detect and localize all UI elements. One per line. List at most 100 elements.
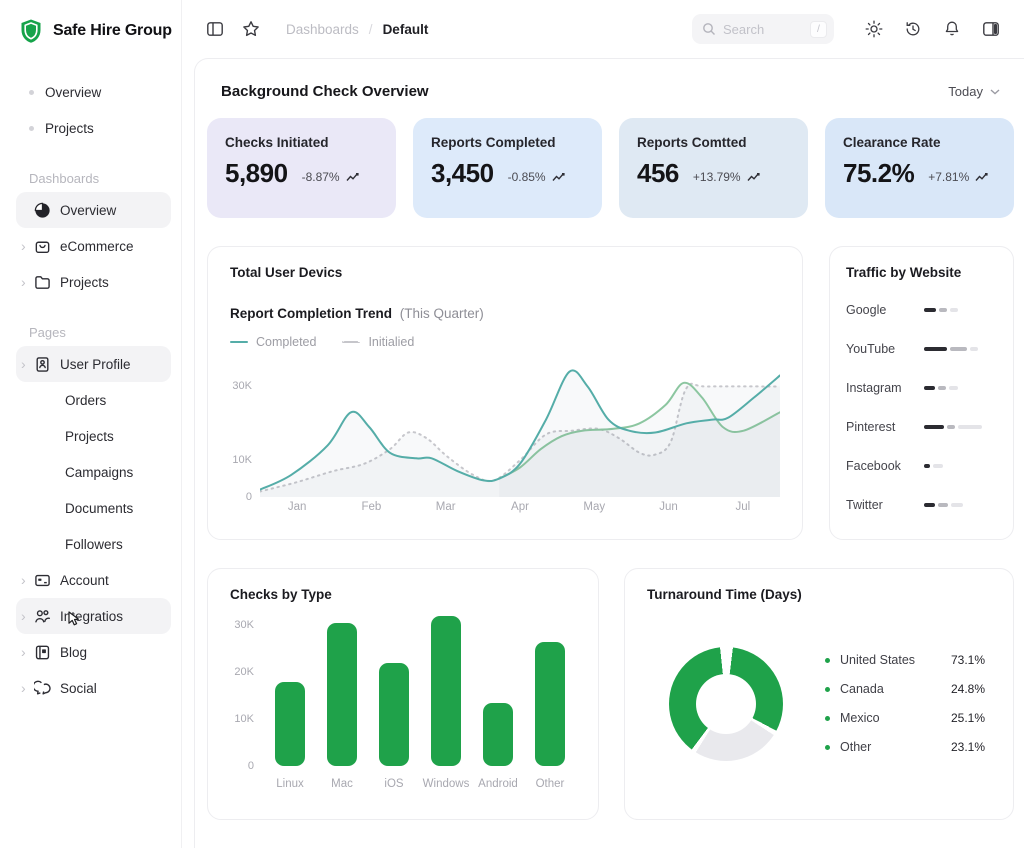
traffic-bar-segment (950, 346, 967, 351)
notifications-bell-button[interactable] (943, 20, 961, 38)
sidebar-nav: Overview Projects Dashboards Overview › eComm… (16, 74, 171, 706)
donut-legend-label: United States (840, 653, 916, 667)
shopping-bag-icon (34, 238, 51, 255)
traffic-bar-segment (949, 385, 958, 390)
trend-arrow-icon (552, 172, 565, 182)
search-box[interactable]: / (692, 14, 834, 44)
sidebar-item-account[interactable]: › Account (16, 562, 171, 598)
content-panel: Background Check Overview Today Checks I… (194, 58, 1024, 848)
chart-subtitle-row: Report Completion Trend (This Quarter) (230, 306, 780, 321)
sidebar-item-overview[interactable]: Overview (16, 192, 171, 228)
traffic-row-twitter: Twitter (846, 485, 997, 524)
theme-toggle-sun-button[interactable] (865, 20, 883, 38)
x-tick-label: Mar (435, 501, 456, 513)
legend-label: Completed (256, 335, 317, 349)
id-card-icon (34, 356, 51, 373)
breadcrumb-current: Default (382, 21, 429, 37)
sidebar-item-followers[interactable]: Followers (16, 526, 171, 562)
card-title: Total User Devics (230, 265, 343, 280)
sidebar-item-social[interactable]: › Social (16, 670, 171, 706)
legend-item-completed[interactable]: Completed (230, 335, 316, 349)
bar-windows[interactable] (431, 616, 461, 766)
line-chart-x-axis: Jan Feb Mar Apr May Jun Jul (260, 501, 780, 513)
sidebar-section-dashboards: Dashboards (29, 171, 100, 186)
bar-linux[interactable] (275, 682, 305, 766)
card-title: Checks by Type (230, 587, 332, 602)
bar-mac[interactable] (327, 623, 357, 766)
donut-legend: United States 73.1% Canada 24.8% Mexico 25.1%… (825, 646, 985, 762)
sidebar-item-overview[interactable]: Overview (16, 74, 171, 110)
traffic-bar-segment (939, 307, 947, 312)
traffic-row-google: Google (846, 290, 997, 329)
bar-column-linux: Linux (264, 616, 316, 790)
users-icon (34, 608, 51, 625)
y-tick-label: 10K (234, 713, 254, 726)
sidebar-item-label: Overview (45, 84, 102, 100)
legend-dot-icon (825, 657, 830, 663)
stat-card-delta: -0.85% (508, 170, 565, 184)
topbar: Dashboards / Default / (182, 0, 1024, 58)
legend-item-initialied[interactable]: Initialied (342, 335, 414, 349)
sidebar-item-projects[interactable]: Projects (16, 110, 171, 146)
bullet-dot-icon (29, 125, 34, 131)
bar-column-ios: iOS (368, 616, 420, 790)
stat-value-row: 456 +13.79% (637, 158, 790, 189)
search-shortcut-badge: / (810, 20, 827, 38)
sidebar-item-label: Documents (65, 500, 134, 516)
bar-ios[interactable] (379, 663, 409, 766)
sidebar-item-documents[interactable]: Documents (16, 490, 171, 526)
line-chart-title: Report Completion Trend (230, 306, 392, 321)
history-button[interactable] (904, 20, 922, 38)
donut-legend-value: 24.8% (950, 682, 985, 696)
traffic-bar-segment (924, 385, 935, 390)
sidebar-item-ecommerce[interactable]: › eCommerce (16, 228, 171, 264)
sidebar: Safe Hire Group Overview Projects Dashboar… (0, 0, 182, 848)
sidebar-item-campaigns[interactable]: Campaigns (16, 454, 171, 490)
sidebar-item-integratios[interactable]: › Integratios (16, 598, 171, 634)
search-input[interactable] (723, 21, 810, 37)
donut-legend-value: 23.1% (950, 740, 985, 754)
folder-icon (34, 274, 51, 291)
date-range-label: Today (948, 84, 983, 99)
donut-legend-label: Canada (840, 682, 884, 696)
traffic-site-label: Twitter (846, 497, 883, 512)
stats-row: Checks Initiated 5,890 -8.87% Reports Compl… (207, 118, 1014, 218)
stat-card-delta: +7.81% (928, 170, 988, 184)
sidebar-item-projects[interactable]: › Projects (16, 264, 171, 300)
traffic-bar (924, 385, 958, 390)
bar-other[interactable] (535, 642, 565, 766)
chevron-right-icon: › (21, 356, 26, 372)
right-panel-toggle-button[interactable] (982, 20, 1000, 38)
stat-value-row: 3,450 -0.85% (431, 158, 584, 189)
traffic-bar-segment (970, 346, 978, 351)
donut-legend-value: 25.1% (950, 711, 985, 725)
stat-value-row: 75.2% +7.81% (843, 158, 996, 189)
traffic-bar (924, 463, 943, 468)
x-tick-label: Other (535, 778, 565, 790)
traffic-bar-segment (933, 463, 943, 468)
sidebar-item-orders[interactable]: Orders (16, 382, 171, 418)
favorite-star-button[interactable] (242, 20, 260, 38)
sidebar-toggle-button[interactable] (206, 20, 224, 38)
section-head: Background Check Overview Today (207, 79, 1014, 100)
sidebar-item-projects[interactable]: Projects (16, 418, 171, 454)
bar-chart-y-axis: 30K 20K 10K 0 (230, 616, 264, 772)
sidebar-item-user-profile[interactable]: › User Profile (16, 346, 171, 382)
bar-chart: 30K 20K 10K 0 Linux Mac iOS Windows Android Othe… (230, 616, 576, 790)
traffic-row-facebook: Facebook (846, 446, 997, 485)
donut-legend-row-mexico: Mexico 25.1% (825, 704, 985, 733)
bar-android[interactable] (483, 703, 513, 766)
date-range-select[interactable]: Today (948, 84, 1000, 99)
breadcrumb-parent[interactable]: Dashboards (286, 21, 359, 37)
stat-card-delta: -8.87% (302, 170, 359, 184)
stat-card-value: 75.2% (843, 158, 915, 188)
stat-card-checks-initiated: Checks Initiated 5,890 -8.87% (207, 118, 396, 218)
sidebar-item-label: User Profile (60, 356, 131, 372)
stat-card-value: 3,450 (431, 158, 494, 188)
brand-logo[interactable]: Safe Hire Group (16, 14, 172, 44)
sidebar-item-blog[interactable]: › Blog (16, 634, 171, 670)
x-tick-label: Jul (735, 501, 751, 513)
traffic-bar-segment (924, 502, 935, 507)
legend-dash-icon (230, 341, 248, 343)
bar-column-android: Android (472, 616, 524, 790)
